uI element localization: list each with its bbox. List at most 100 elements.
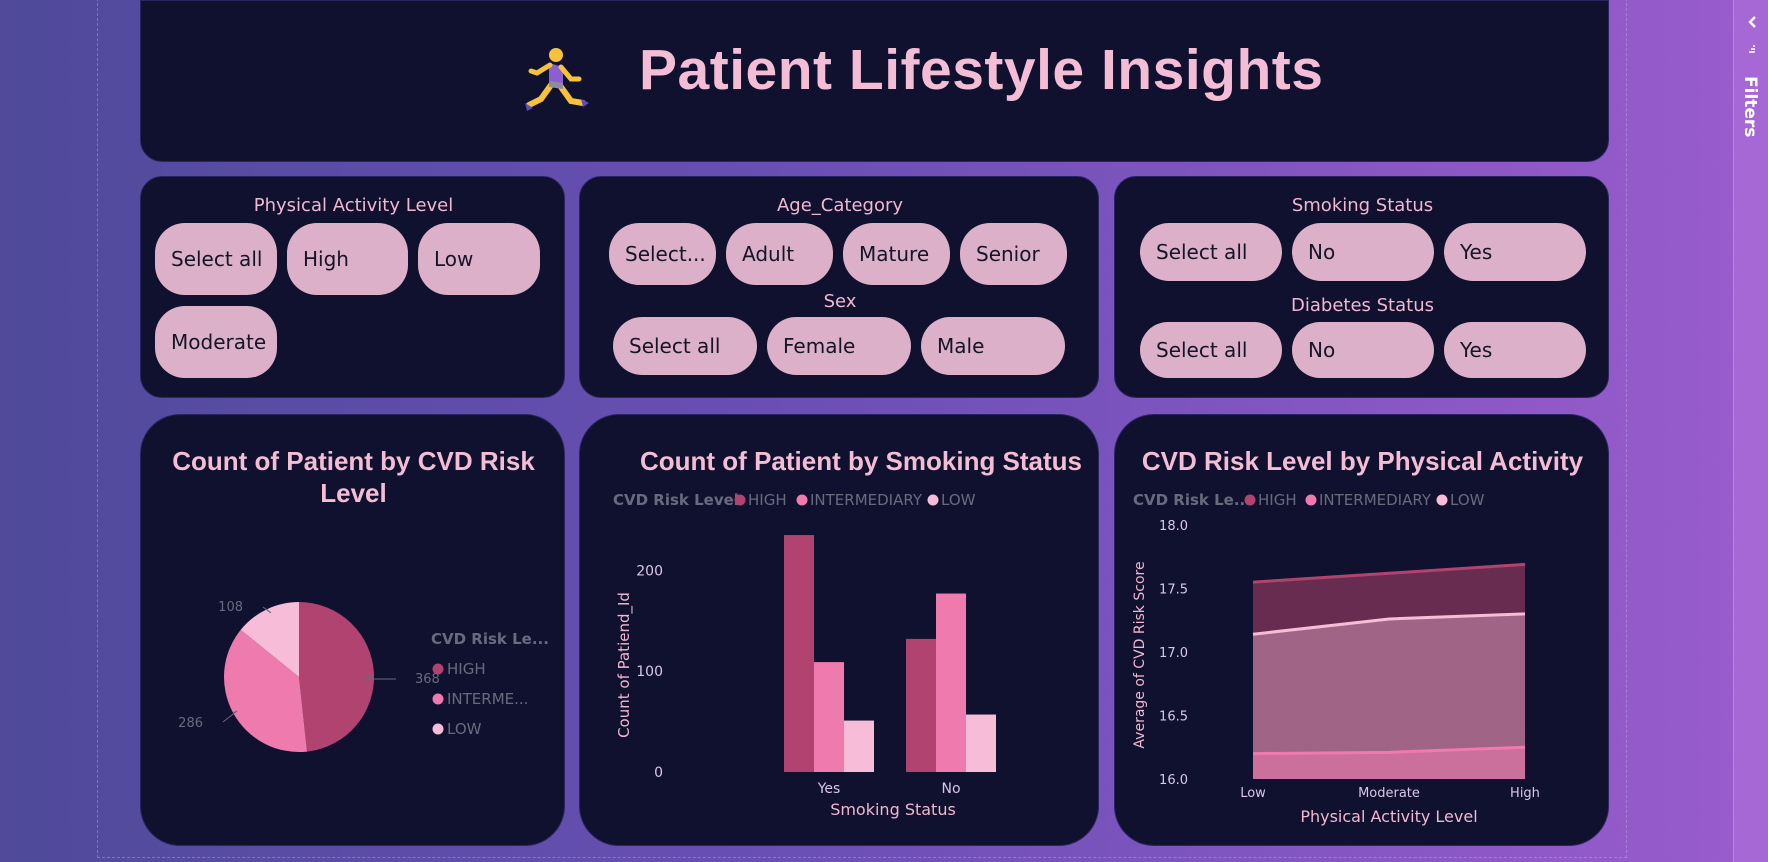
area-y-tick-label: 17.5: [1159, 583, 1188, 598]
diabetes-option-no[interactable]: No: [1292, 322, 1434, 378]
pie-legend-marker: [432, 663, 444, 675]
pie-legend-label: LOW: [447, 720, 482, 738]
bar-chart-card: Count of Patient by Smoking Status CVD R…: [579, 414, 1099, 846]
area-fill-high: [1253, 564, 1525, 779]
bar-low-yes: [844, 720, 874, 772]
bar-chart-title: Count of Patient by Smoking Status: [640, 446, 1083, 476]
area-chart-card: CVD Risk Level by Physical Activity CVD …: [1114, 414, 1609, 846]
pie-leader-line: [222, 710, 238, 723]
bar-x-tick-label: No: [941, 781, 960, 797]
sex-option-male[interactable]: Male: [921, 317, 1065, 375]
area-x-axis-label: Physical Activity Level: [1300, 807, 1477, 826]
bar-legend-label: INTERMEDIARY: [810, 491, 923, 509]
bar-legend-marker: [734, 494, 746, 506]
pie-legend-title: CVD Risk Le...: [431, 630, 549, 648]
bar-legend-marker: [796, 494, 808, 506]
bar-low-no: [966, 714, 996, 772]
area-legend-marker: [1244, 494, 1256, 506]
area-legend-title: CVD Risk Le...: [1133, 491, 1251, 509]
filters-pane-toggle[interactable]: Filters: [1733, 0, 1768, 862]
pie-legend-marker: [432, 693, 444, 705]
pie-legend-marker: [432, 723, 444, 735]
smoking-option-select-all[interactable]: Select all: [1140, 223, 1282, 281]
bar-y-axis-label: Count of Patiend_Id: [615, 592, 634, 738]
pie-chart-card: Count of Patient by CVD Risk Level 368 28…: [140, 414, 565, 846]
age-option-adult[interactable]: Adult: [726, 223, 833, 285]
area-y-tick-label: 16.5: [1159, 710, 1188, 725]
age-option-mature[interactable]: Mature: [843, 223, 950, 285]
smoking-option-yes[interactable]: Yes: [1444, 223, 1586, 281]
pie-legend-label: INTERME...: [447, 690, 528, 708]
bar-y-tick-label: 0: [654, 765, 663, 781]
bar-high-no: [906, 638, 936, 772]
age-sex-slicer-card: Age_Category Select... Adult Mature Seni…: [579, 176, 1099, 398]
area-legend-label: LOW: [1450, 491, 1485, 509]
diabetes-option-yes[interactable]: Yes: [1444, 322, 1586, 378]
area-legend-label: INTERMEDIARY: [1319, 491, 1432, 509]
pie-leader-line: [262, 606, 272, 614]
bar-y-tick-label: 100: [636, 664, 663, 680]
area-line-high: [1252, 562, 1526, 584]
area-line-intermediary: [1252, 745, 1526, 756]
activity-slicer-card: Physical Activity Level Select all High …: [140, 176, 565, 398]
area-x-tick-label: Low: [1240, 786, 1266, 801]
smoking-slicer-title: Smoking Status: [1291, 195, 1434, 216]
area-x-tick-label: Moderate: [1358, 786, 1420, 801]
diabetes-option-select-all[interactable]: Select all: [1140, 322, 1282, 378]
area-fill-low: [1253, 613, 1525, 779]
area-fill-intermediary: [1253, 747, 1525, 779]
pie-slice-high: [299, 602, 375, 752]
report-canvas-outline: [97, 0, 1627, 858]
age-slicer-title: Age_Category: [776, 195, 904, 216]
area-y-tick-label: 18.0: [1159, 519, 1188, 534]
bar-x-axis-label: Smoking Status: [830, 800, 956, 819]
pie-data-label: 368: [415, 672, 440, 687]
pie-data-label: 286: [178, 716, 203, 731]
pie-leader-line: [363, 672, 396, 680]
bar-intermediary-no: [936, 593, 966, 772]
age-option-senior[interactable]: Senior: [960, 223, 1067, 285]
bar-legend-label: HIGH: [748, 491, 787, 509]
bar-legend-marker: [927, 494, 939, 506]
area-x-tick-label: High: [1510, 786, 1540, 801]
bar-intermediary-yes: [814, 662, 844, 772]
smoking-diabetes-slicer-card: Smoking Status Select all No Yes Diabete…: [1114, 176, 1609, 398]
diabetes-slicer-title: Diabetes Status: [1291, 295, 1434, 316]
activity-slicer-title: Physical Activity Level: [253, 195, 454, 216]
collapse-chevron-icon[interactable]: [1734, 0, 1768, 60]
sex-slicer-title: Sex: [823, 291, 857, 312]
bar-legend-title: CVD Risk Level: [613, 491, 739, 509]
area-y-tick-label: 16.0: [1159, 773, 1188, 788]
activity-option-moderate[interactable]: Moderate: [155, 306, 277, 378]
bar-chart: CVD Risk Level HIGH INTERMEDIARY LOW 0 100 200…: [613, 491, 996, 819]
pie-slice-low: [240, 602, 299, 677]
sex-option-female[interactable]: Female: [767, 317, 911, 375]
pie-slice-intermediary: [224, 629, 308, 752]
area-chart: CVD Risk Le... HIGH INTERMEDIARY LOW 16.0 16.…: [1132, 491, 1540, 826]
area-y-tick-label: 17.0: [1159, 646, 1188, 661]
bar-high-yes: [784, 535, 814, 772]
area-legend-marker: [1436, 494, 1448, 506]
filters-label: Filters: [1740, 76, 1760, 138]
bar-x-tick-label: Yes: [817, 781, 841, 797]
bar-y-tick-label: 200: [636, 563, 663, 579]
pie-legend-label: HIGH: [447, 660, 486, 678]
header-card: Patient Lifestyle Insights: [140, 0, 1609, 162]
pie-data-label: 108: [218, 600, 243, 615]
activity-option-low[interactable]: Low: [418, 223, 540, 295]
area-legend-label: HIGH: [1258, 491, 1297, 509]
area-chart-title: CVD Risk Level by Physical Activity: [1141, 446, 1584, 476]
sex-option-select-all[interactable]: Select all: [613, 317, 757, 375]
area-legend-marker: [1305, 494, 1317, 506]
activity-option-high[interactable]: High: [287, 223, 408, 295]
smoking-option-no[interactable]: No: [1292, 223, 1434, 281]
age-option-select-all[interactable]: Select...: [609, 223, 716, 285]
page-title: Patient Lifestyle Insights: [639, 38, 1324, 102]
activity-option-select-all[interactable]: Select all: [155, 223, 277, 295]
pie-chart-title: Count of Patient by CVD Risk Level: [172, 446, 535, 508]
person-running-icon: [525, 48, 589, 111]
pie-chart: 368 286 108 CVD Risk Le... HIGH INTERME... LOW: [178, 600, 549, 752]
area-line-low: [1252, 612, 1526, 636]
area-y-axis-label: Average of CVD Risk Score: [1132, 561, 1148, 748]
bar-legend-label: LOW: [941, 491, 976, 509]
